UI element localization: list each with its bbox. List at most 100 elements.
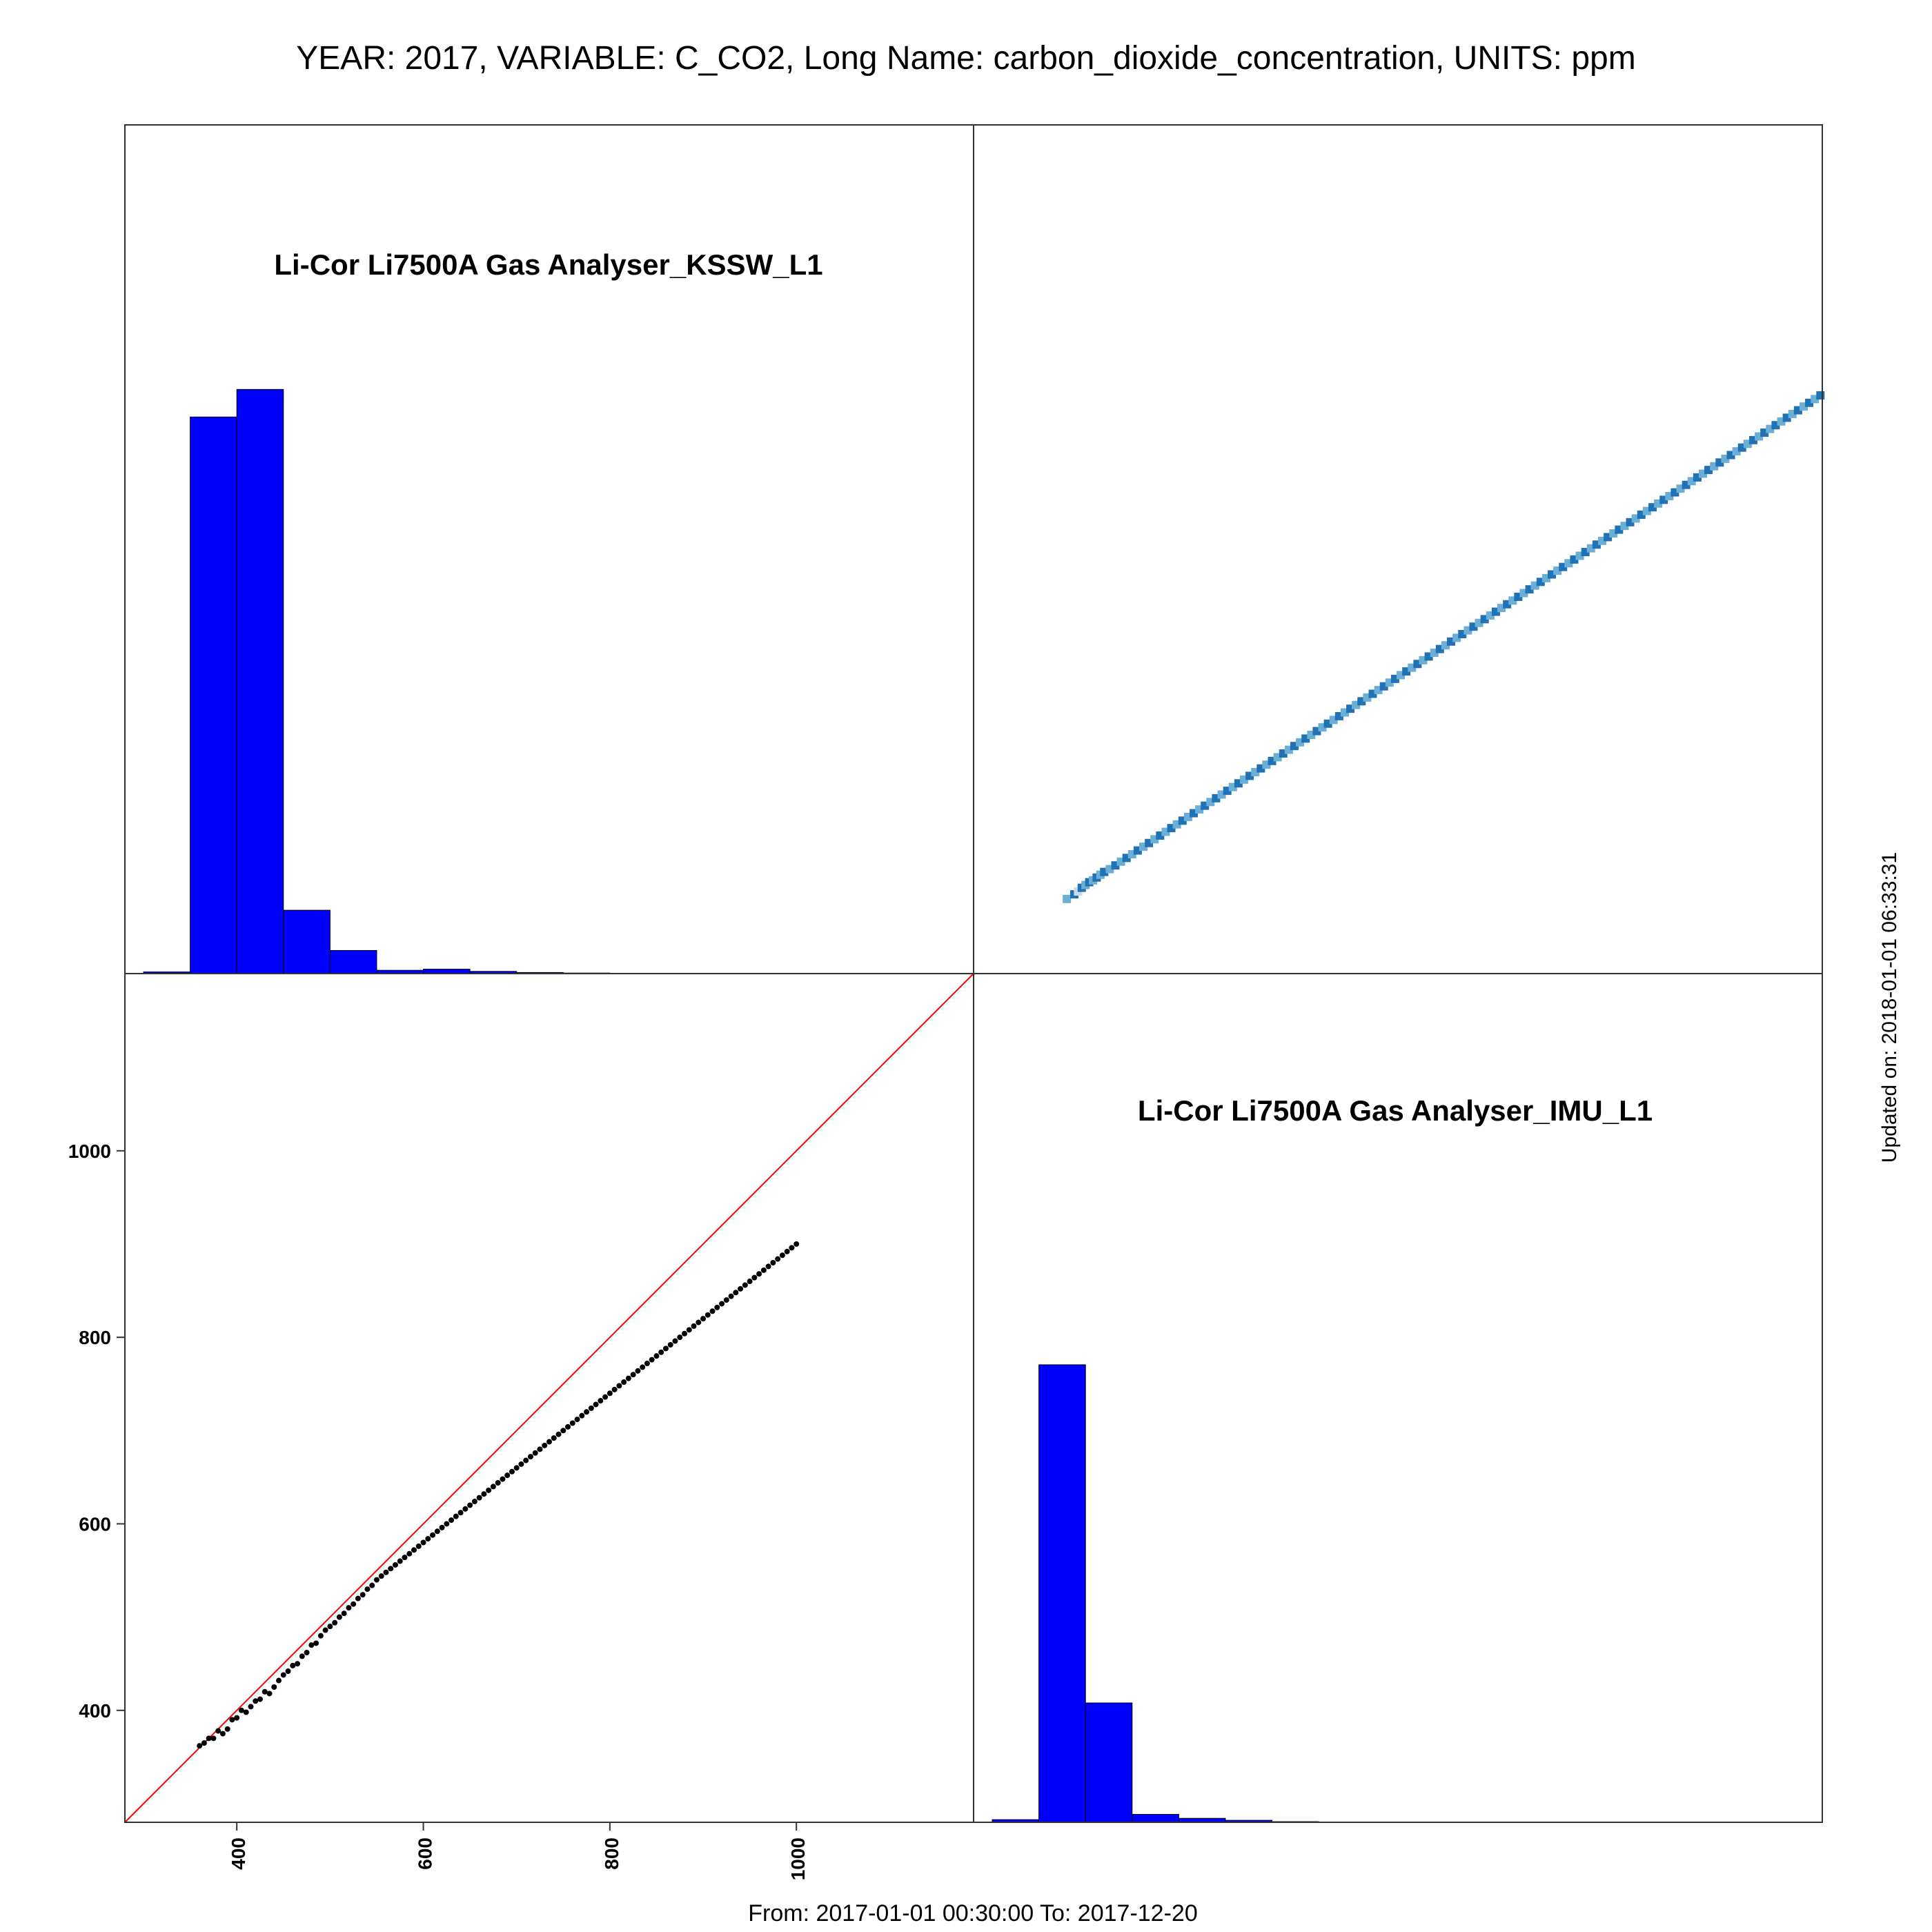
scatter-point <box>206 1735 212 1742</box>
scatter-point <box>355 1595 361 1601</box>
scatter-point <box>728 1293 734 1299</box>
x-tick-label: 400 <box>228 1837 249 1870</box>
scatter-point <box>462 1506 469 1512</box>
scatter-point <box>276 1677 282 1684</box>
hist-kssw-bar <box>329 949 377 974</box>
scatter-point <box>779 1252 785 1259</box>
scatter-point <box>317 1633 324 1639</box>
scatter-point <box>696 1319 702 1325</box>
scatter-point <box>411 1547 417 1553</box>
scatter-point <box>560 1428 566 1434</box>
scatter-point <box>397 1558 403 1564</box>
scatter-point <box>733 1290 739 1296</box>
scatter-point <box>457 1510 464 1516</box>
scatter-point <box>789 1245 795 1251</box>
scatter-point <box>667 1341 673 1348</box>
density-heatmap <box>1063 391 1825 903</box>
scatter-point <box>420 1539 426 1546</box>
scatter-point <box>537 1446 543 1452</box>
y-tick-label: 800 <box>79 1327 111 1348</box>
scatter-point <box>229 1717 235 1723</box>
scatter-point <box>542 1442 548 1448</box>
scatter-point <box>219 1731 226 1737</box>
scatter-point <box>747 1279 753 1285</box>
scatter-point <box>588 1405 594 1411</box>
panel-bottom-left: 400 600 800 1000 400 600 800 1000 <box>68 973 974 1880</box>
hist-kssw-bar <box>190 416 237 974</box>
scatter-point <box>770 1260 776 1266</box>
scatter-point <box>555 1431 562 1437</box>
scatter-point <box>662 1346 669 1352</box>
scatter-point <box>649 1357 655 1363</box>
figure-title: YEAR: 2017, VARIABLE: C_CO2, Long Name: … <box>296 40 1635 77</box>
panel-top-left: Li-Cor Li7500A Gas Analyser_KSSW_L1 <box>143 248 823 974</box>
scatter-point <box>197 1743 203 1749</box>
scatter-point <box>677 1334 683 1341</box>
scatter-point <box>373 1577 379 1583</box>
hist-imu-bar <box>1038 1364 1086 1823</box>
scatter-point <box>313 1640 319 1646</box>
scatter-point <box>607 1390 613 1397</box>
scatter-point <box>425 1536 431 1542</box>
scatter-point <box>793 1241 800 1247</box>
scatter-point <box>513 1465 520 1471</box>
scatter-point <box>574 1417 580 1423</box>
scatter-point <box>201 1740 207 1746</box>
scatter-point <box>616 1383 622 1389</box>
histogram-imu <box>992 1364 1366 1823</box>
scatter-point <box>579 1412 585 1419</box>
panel-top-right <box>1063 391 1825 903</box>
scatter-point <box>644 1360 650 1366</box>
scatter-point <box>444 1521 450 1527</box>
scatter-point <box>346 1605 352 1611</box>
scatter-point <box>238 1707 244 1713</box>
scatter-point <box>448 1517 455 1524</box>
scatter-point <box>378 1573 384 1579</box>
scatter-point <box>476 1495 482 1501</box>
heatmap-cell <box>1063 894 1072 903</box>
scatter-point <box>611 1386 618 1392</box>
scatter-point <box>248 1704 254 1710</box>
scatter-point <box>709 1308 716 1314</box>
scatter-point <box>527 1454 533 1460</box>
scatter-point <box>359 1592 366 1598</box>
scatter-point <box>602 1394 609 1400</box>
scatter-plot <box>124 973 974 1823</box>
scatter-point <box>266 1690 273 1697</box>
panel-title-imu: Li-Cor Li7500A Gas Analyser_IMU_L1 <box>1138 1094 1653 1127</box>
hist-imu-bar <box>1085 1702 1133 1823</box>
scatter-point <box>439 1524 445 1530</box>
heatmap-cell <box>1816 391 1825 400</box>
scatter-point <box>640 1364 646 1370</box>
scatter-point <box>364 1586 371 1593</box>
scatter-point <box>509 1468 515 1475</box>
scatter-point <box>495 1480 501 1486</box>
scatter-point <box>322 1627 328 1633</box>
footer-date-range: From: 2017-01-01 00:30:00 To: 2017-12-20 <box>748 1900 1197 1926</box>
scatter-point <box>765 1263 771 1270</box>
scatter-point <box>751 1274 758 1281</box>
hist-imu-bar <box>1132 1813 1179 1823</box>
scatter-axes: 400 600 800 1000 400 600 800 1000 <box>68 1141 809 1880</box>
scatter-point <box>467 1502 473 1508</box>
scatter-point <box>280 1672 286 1678</box>
x-tick-label: 1000 <box>787 1837 809 1880</box>
scatter-point <box>271 1684 277 1690</box>
scatter-point <box>681 1330 687 1337</box>
scatter-point <box>295 1661 301 1667</box>
scatter-point <box>486 1487 492 1493</box>
scatter-point <box>285 1668 291 1675</box>
scatter-point <box>336 1614 342 1620</box>
scatter-point <box>406 1550 413 1557</box>
scatter-point <box>704 1312 711 1318</box>
scatter-point <box>210 1735 217 1742</box>
scatter-point <box>308 1642 315 1648</box>
scatter-point <box>215 1728 221 1734</box>
hist-kssw-bar <box>236 388 284 974</box>
scatter-point <box>700 1316 707 1322</box>
scatter-point <box>327 1624 333 1630</box>
scatter-point <box>719 1301 725 1307</box>
scatter-point <box>569 1420 575 1426</box>
scatter-point <box>658 1349 664 1355</box>
scatter-point <box>598 1398 604 1404</box>
